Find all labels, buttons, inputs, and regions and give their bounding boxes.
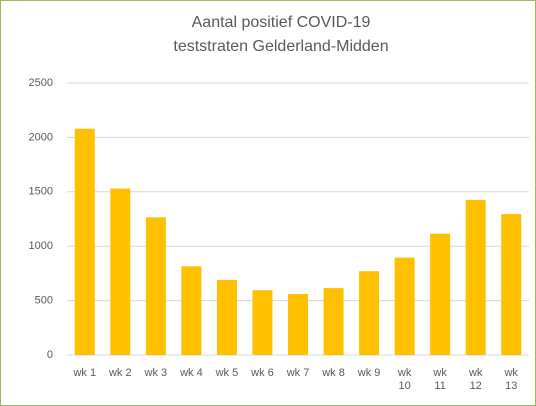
bar <box>252 290 273 355</box>
x-tick-label: wk 3 <box>144 367 168 379</box>
x-tick-label: wk 6 <box>251 367 274 379</box>
x-tick-label: wk 8 <box>322 367 345 379</box>
y-tick-label: 0 <box>47 349 53 361</box>
bar <box>288 294 308 355</box>
bar <box>74 128 95 355</box>
bar <box>181 266 202 355</box>
y-tick-label: 1500 <box>29 186 53 198</box>
bar <box>430 233 451 355</box>
bar <box>359 271 380 355</box>
x-tick-label: wk 5 <box>215 367 239 379</box>
x-tick-label: wk 1 <box>73 367 97 379</box>
x-tick-label: wk 11 <box>433 367 447 392</box>
bar <box>394 257 415 355</box>
bar <box>501 214 522 355</box>
y-tick-label: 500 <box>35 295 53 307</box>
x-tick-label: wk 13 <box>504 367 518 392</box>
x-tick-label: wk 12 <box>468 367 483 392</box>
x-tick-label: wk 7 <box>286 367 310 379</box>
x-tick-label: wk 4 <box>180 367 203 379</box>
y-tick-label: 2500 <box>29 77 53 89</box>
y-tick-label: 2000 <box>29 131 53 143</box>
x-tick-label: wk 10 <box>397 367 412 392</box>
bar <box>465 199 486 355</box>
bar <box>145 217 166 355</box>
bar <box>216 279 237 355</box>
x-tick-label: wk 2 <box>108 367 132 379</box>
chart-title: Aantal positief COVID-19 <box>192 14 371 31</box>
chart-title: teststraten Gelderland-Midden <box>173 38 388 55</box>
x-tick-label: wk 9 <box>357 367 381 379</box>
bar <box>110 188 131 355</box>
bar <box>323 288 344 355</box>
y-tick-label: 1000 <box>29 240 53 252</box>
